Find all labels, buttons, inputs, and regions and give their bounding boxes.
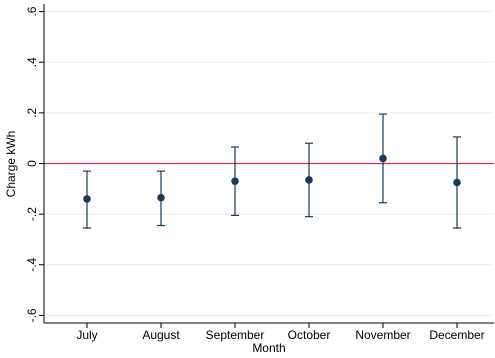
y-tick-label: 0 bbox=[25, 160, 39, 167]
y-tick-label: .6 bbox=[25, 6, 39, 16]
y-ticks: -.6 -.4 -.2 0 .2 .4 .6 bbox=[25, 6, 44, 322]
y-tick-label: .2 bbox=[25, 108, 39, 118]
point-estimate bbox=[379, 154, 387, 163]
x-tick-label: September bbox=[206, 328, 265, 342]
x-axis-title: Month bbox=[252, 341, 285, 355]
x-tick-label: August bbox=[142, 328, 180, 342]
estimates-series bbox=[83, 113, 461, 229]
point-estimate bbox=[305, 176, 313, 184]
point-estimate bbox=[453, 178, 461, 187]
point-estimate bbox=[231, 177, 239, 186]
y-axis-title: Charge kWh bbox=[4, 131, 18, 198]
point-estimate bbox=[83, 195, 91, 203]
x-tick-label: October bbox=[288, 328, 331, 342]
point-estimate bbox=[157, 193, 165, 202]
y-tick-label: -.4 bbox=[25, 257, 39, 271]
y-tick-label: -.6 bbox=[25, 308, 39, 322]
x-tick-label: November bbox=[355, 328, 410, 342]
y-tick-label: .4 bbox=[25, 57, 39, 67]
y-tick-label: -.2 bbox=[25, 207, 39, 221]
x-tick-label: July bbox=[76, 328, 97, 342]
x-tick-label: December bbox=[429, 328, 484, 342]
x-ticks: July August September October November Decemb… bbox=[76, 323, 485, 342]
